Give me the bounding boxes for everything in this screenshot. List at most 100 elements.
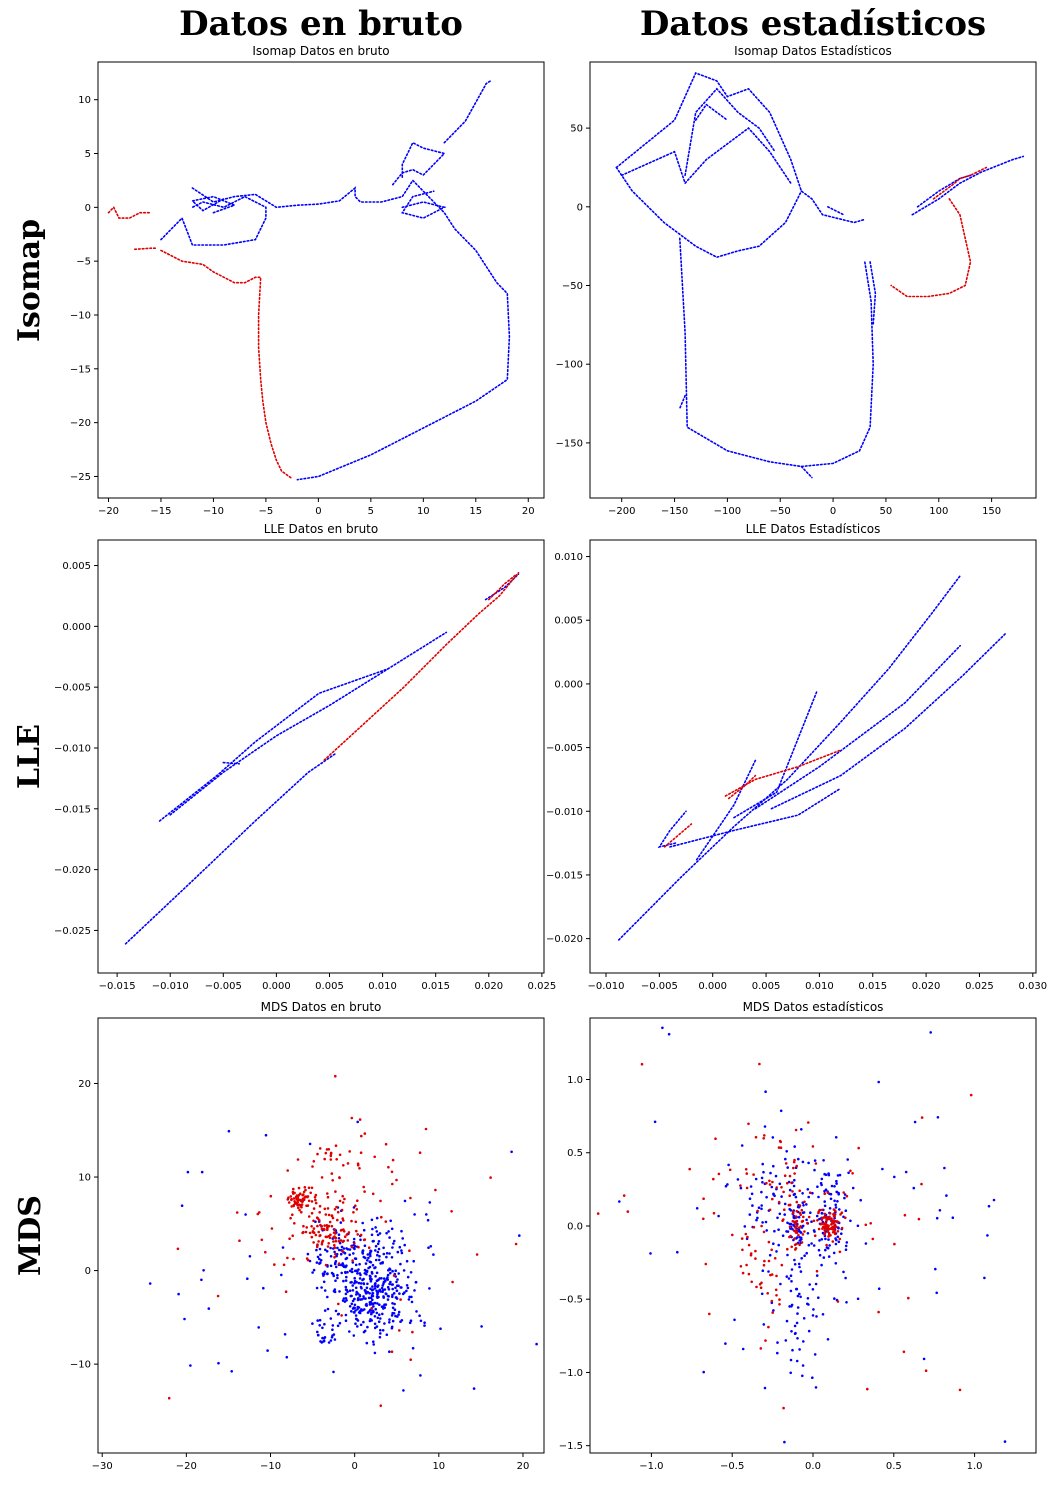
data-point	[922, 1357, 926, 1361]
data-point	[325, 1224, 329, 1227]
data-point	[762, 1170, 765, 1174]
data-point	[350, 1270, 354, 1274]
data-point	[826, 1225, 830, 1229]
y-tick-label: −0.020	[54, 865, 91, 876]
data-point	[790, 1280, 793, 1283]
data-point	[824, 1248, 827, 1252]
data-point	[311, 1165, 314, 1168]
data-point	[298, 1203, 301, 1206]
data-point	[780, 1186, 783, 1189]
data-point	[340, 1314, 343, 1317]
data-point	[799, 1225, 802, 1228]
data-point	[798, 1211, 802, 1215]
x-tick-label: −30	[92, 1461, 113, 1472]
data-point	[330, 1224, 334, 1228]
data-point	[778, 1298, 781, 1301]
data-point	[336, 1210, 340, 1214]
data-point	[323, 1336, 327, 1339]
data-point	[396, 1278, 399, 1281]
data-point	[783, 1208, 786, 1211]
data-point	[806, 1188, 810, 1191]
data-point	[354, 1309, 357, 1312]
data-point	[794, 1247, 798, 1250]
data-point	[409, 1271, 413, 1274]
data-point	[807, 1243, 811, 1247]
data-point	[367, 1246, 371, 1249]
data-point	[776, 1341, 779, 1344]
data-point	[817, 1195, 820, 1199]
data-point	[778, 1212, 782, 1216]
data-point	[348, 1305, 352, 1308]
data-point	[400, 1249, 403, 1252]
data-point	[344, 1319, 348, 1322]
data-point	[812, 1308, 815, 1311]
data-point	[326, 1192, 329, 1195]
data-point	[784, 1162, 788, 1165]
data-point	[406, 1275, 410, 1279]
data-point	[345, 1299, 348, 1302]
data-point	[314, 1233, 318, 1237]
data-point	[801, 1224, 805, 1228]
data-point	[791, 1348, 794, 1352]
data-point	[328, 1236, 332, 1240]
data-point	[353, 1297, 356, 1301]
data-point	[375, 1216, 379, 1220]
data-point	[774, 1288, 778, 1292]
data-trace	[695, 759, 757, 861]
data-point	[375, 1325, 379, 1328]
data-point	[310, 1225, 313, 1228]
data-point	[385, 1231, 388, 1235]
data-point	[747, 1272, 751, 1276]
data-point	[374, 1249, 377, 1252]
data-point	[386, 1285, 390, 1289]
data-point	[823, 1229, 826, 1232]
data-point	[788, 1174, 792, 1178]
data-point	[230, 1370, 233, 1373]
data-point	[334, 1252, 337, 1256]
data-point	[297, 1206, 300, 1210]
data-point	[760, 1281, 763, 1285]
data-point	[770, 1273, 774, 1276]
data-trace	[133, 247, 157, 251]
data-point	[355, 1208, 359, 1211]
data-point	[356, 1305, 360, 1309]
data-point	[807, 1121, 810, 1124]
data-point	[794, 1215, 798, 1218]
data-point	[412, 1259, 416, 1263]
data-point	[391, 1295, 394, 1299]
data-point	[796, 1294, 800, 1298]
data-point	[364, 1269, 368, 1273]
data-point	[792, 1223, 795, 1227]
data-point	[324, 1213, 328, 1216]
data-point	[314, 1193, 318, 1197]
data-point	[392, 1274, 396, 1277]
data-point	[798, 1204, 802, 1207]
data-point	[510, 1150, 513, 1154]
data-point	[763, 1134, 766, 1137]
data-point	[818, 1239, 821, 1242]
data-point	[380, 1215, 383, 1219]
data-point	[323, 1207, 327, 1211]
data-point	[363, 1190, 366, 1193]
data-point	[400, 1286, 403, 1289]
data-point	[830, 1184, 834, 1188]
data-point	[376, 1233, 380, 1237]
data-point	[783, 1213, 786, 1216]
data-point	[777, 1146, 781, 1149]
y-tick-label: 0	[577, 202, 583, 213]
data-point	[348, 1289, 352, 1292]
x-tick-label: 0.015	[421, 981, 450, 992]
data-point	[297, 1193, 301, 1197]
data-point	[983, 1276, 986, 1280]
data-point	[350, 1267, 354, 1271]
data-point	[381, 1290, 384, 1294]
data-point	[814, 1386, 818, 1389]
data-point	[744, 1168, 748, 1171]
x-tick-label: 0.020	[912, 981, 941, 992]
data-point	[323, 1224, 327, 1227]
data-point	[812, 1219, 816, 1223]
data-point	[811, 1314, 815, 1317]
axes-frame	[97, 61, 545, 499]
data-point	[827, 1172, 830, 1175]
data-point	[356, 1272, 359, 1275]
